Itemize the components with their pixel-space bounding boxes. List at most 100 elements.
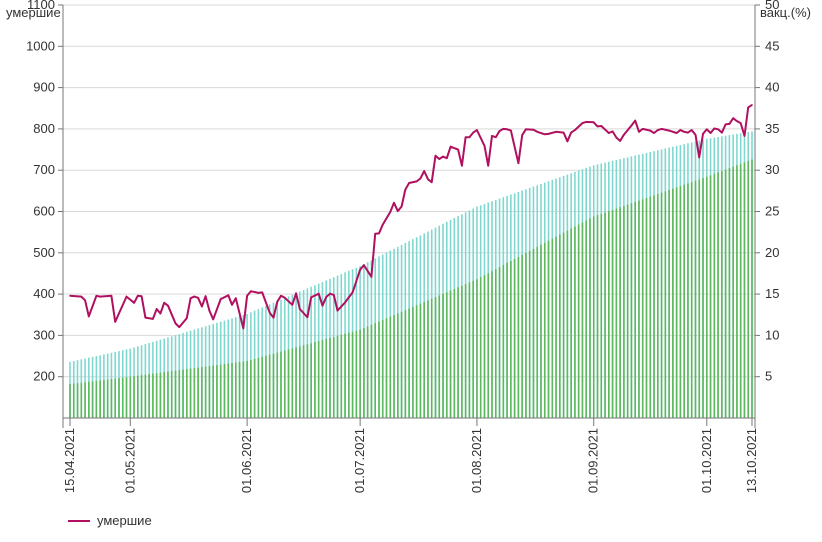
x-tick-label: 15.04.2021 [62, 428, 77, 493]
deaths-point [178, 326, 181, 328]
deaths-point [721, 131, 723, 134]
deaths-point [592, 121, 595, 124]
deaths-point [630, 124, 633, 127]
y2-tick-label: 45 [765, 38, 779, 53]
deaths-point [702, 133, 704, 135]
y-tick-label: 400 [33, 286, 55, 301]
deaths-point [186, 317, 188, 319]
deaths-point [351, 291, 354, 294]
legend-label: умершие [97, 513, 152, 528]
deaths-point [623, 133, 625, 136]
deaths-point [208, 309, 211, 312]
deaths-point [608, 132, 610, 134]
y2-tick-label: 5 [765, 369, 772, 384]
y-tick-label: 1100 [27, 0, 55, 12]
deaths-point [728, 123, 731, 125]
y-tick-label: 600 [33, 204, 55, 219]
deaths-point [600, 125, 603, 127]
deaths-point [370, 276, 373, 278]
deaths-point [430, 181, 433, 183]
deaths-point [133, 302, 135, 304]
deaths-point [212, 318, 214, 321]
deaths-point [88, 315, 90, 318]
deaths-point [197, 297, 199, 299]
deaths-point [69, 295, 71, 297]
deaths-point [291, 304, 294, 306]
deaths-point [219, 298, 222, 300]
deaths-point [506, 128, 508, 131]
deaths-point [495, 136, 497, 138]
y-tick-label: 1000 [26, 38, 55, 53]
deaths-point [521, 134, 523, 136]
deaths-point [363, 264, 365, 267]
deaths-point [747, 106, 749, 109]
deaths-point [717, 128, 719, 131]
y2-tick-label: 30 [765, 162, 779, 177]
deaths-point [144, 316, 147, 319]
deaths-point [502, 128, 505, 130]
deaths-point [404, 188, 407, 191]
deaths-point [333, 294, 335, 296]
deaths-point [427, 178, 429, 181]
deaths-point [660, 128, 663, 130]
deaths-point [400, 205, 403, 208]
deaths-point [321, 304, 324, 307]
legend-swatch [68, 519, 90, 522]
deaths-point [544, 133, 546, 136]
deaths-point [679, 129, 682, 131]
deaths-point [619, 140, 621, 142]
deaths-point [736, 120, 738, 122]
x-tick-label: 01.08.2021 [469, 428, 484, 493]
y-tick-label: 300 [33, 327, 55, 342]
deaths-point [657, 129, 659, 131]
y-axis-title: умершие [6, 5, 61, 20]
deaths-point [137, 295, 139, 297]
deaths-point [193, 295, 196, 298]
deaths-point [359, 268, 361, 271]
deaths-point [329, 292, 331, 295]
deaths-point [84, 299, 86, 302]
deaths-point [641, 128, 644, 130]
deaths-point [491, 135, 493, 137]
deaths-point [570, 131, 572, 134]
y-tick-label: 500 [33, 245, 55, 260]
y2-tick-label: 40 [765, 80, 779, 95]
deaths-point [204, 295, 207, 298]
deaths-point [276, 301, 279, 303]
deaths-point [724, 123, 727, 126]
deaths-point [378, 232, 380, 235]
x-tick-label: 01.09.2021 [586, 428, 601, 493]
deaths-point [235, 297, 237, 300]
legend: умершие [68, 513, 152, 528]
deaths-point [517, 162, 520, 164]
deaths-point [464, 136, 467, 138]
y2-axis-title: вакц.(%) [760, 5, 811, 20]
deaths-point [585, 121, 587, 123]
deaths-point [668, 129, 670, 132]
deaths-point [739, 122, 742, 124]
x-tick-label: 01.05.2021 [122, 428, 137, 493]
deaths-point [397, 210, 399, 212]
deaths-point [457, 148, 459, 151]
deaths-point [389, 211, 392, 213]
y2-tick-label: 20 [765, 245, 779, 260]
deaths-point [446, 157, 448, 159]
deaths-line [69, 104, 753, 330]
deaths-point [562, 131, 565, 134]
deaths-point [713, 127, 716, 130]
deaths-point [751, 104, 753, 106]
deaths-point [317, 292, 320, 295]
deaths-point [574, 129, 576, 131]
deaths-point [498, 130, 501, 132]
deaths-point [408, 182, 410, 184]
y-tick-label: 800 [33, 121, 55, 136]
deaths-point [581, 122, 584, 124]
deaths-point [596, 125, 599, 128]
deaths-point [434, 154, 437, 157]
deaths-point [261, 291, 264, 294]
deaths-point [189, 297, 192, 300]
deaths-point [615, 136, 618, 139]
deaths-point [242, 327, 245, 330]
deaths-point [374, 233, 377, 235]
deaths-point [95, 295, 98, 297]
